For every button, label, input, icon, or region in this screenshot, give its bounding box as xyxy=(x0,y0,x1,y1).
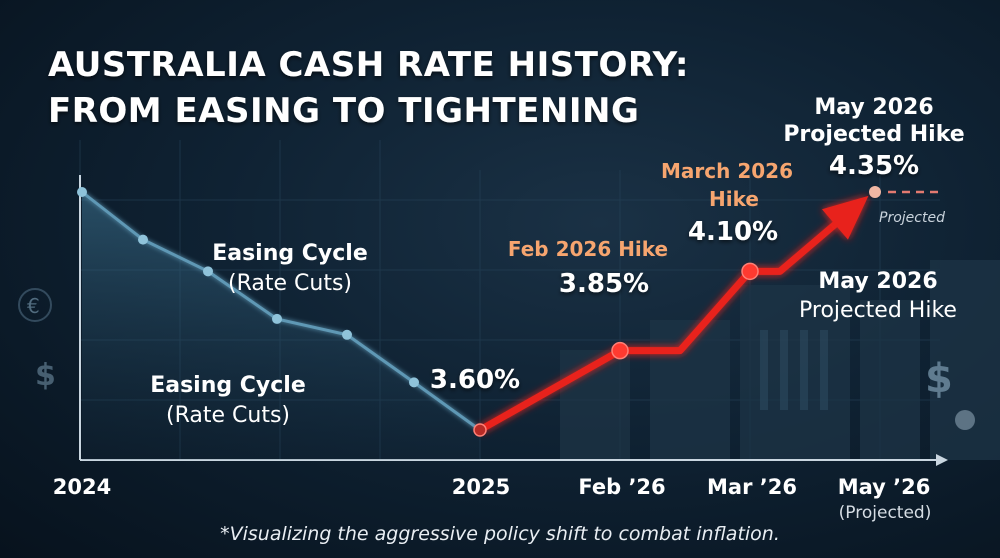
easing-cycle-sub-1: (Rate Cuts) xyxy=(228,271,352,296)
easing-point-0 xyxy=(77,187,87,197)
footnote: *Visualizing the aggressive policy shift… xyxy=(220,523,780,545)
projected-tag: Projected xyxy=(879,210,945,226)
tightening-point-1 xyxy=(611,341,629,360)
feb-hike-label: Feb 2026 Hike xyxy=(508,237,668,261)
tightening-point-2 xyxy=(741,262,759,281)
may-side-label-1: May 2026 xyxy=(818,269,937,294)
title-line-1: AUSTRALIA CASH RATE HISTORY: xyxy=(48,45,689,85)
coin-icon xyxy=(955,410,975,430)
dollar-icon-left: $ xyxy=(35,358,56,393)
mar-hike-value: 4.10% xyxy=(688,217,778,247)
may-side-label-2: Projected Hike xyxy=(799,298,957,323)
mar-hike-label-2: Hike xyxy=(709,187,759,211)
may-top-label-2: Projected Hike xyxy=(783,122,964,147)
building-columns-decoration xyxy=(760,330,828,410)
x-tick-2024: 2024 xyxy=(53,475,111,499)
x-tick-mar-26: Mar ’26 xyxy=(707,475,797,499)
projected-point xyxy=(869,186,881,198)
city-skyline-decoration xyxy=(560,260,1000,460)
x-tick-may-26: May ’26 xyxy=(838,475,931,499)
easing-point-1 xyxy=(138,234,148,245)
may-top-value: 4.35% xyxy=(829,151,919,181)
easing-point-4 xyxy=(342,329,352,340)
svg-text:$: $ xyxy=(35,358,56,393)
dollar-icon-right: $ xyxy=(925,356,953,402)
x-tick-2025: 2025 xyxy=(452,475,510,499)
easing-point-2 xyxy=(203,266,213,277)
easing-cycle-label-2: Easing Cycle xyxy=(150,373,306,398)
may-top-label-1: May 2026 xyxy=(814,95,933,120)
tightening-series-line xyxy=(478,219,841,434)
euro-icon: € xyxy=(18,288,52,322)
start-value-label: 3.60% xyxy=(430,365,520,395)
title-line-2: FROM EASING TO TIGHTENING xyxy=(48,91,639,131)
easing-point-5 xyxy=(409,377,419,388)
easing-point-3 xyxy=(272,313,282,324)
easing-cycle-sub-2: (Rate Cuts) xyxy=(166,403,290,428)
x-tick-may-26-sub: (Projected) xyxy=(839,503,932,523)
tightening-arrow-head xyxy=(821,195,869,240)
feb-hike-value: 3.85% xyxy=(559,269,649,299)
mar-hike-label-1: March 2026 xyxy=(661,159,793,183)
svg-text:€: € xyxy=(27,294,40,318)
easing-cycle-label-1: Easing Cycle xyxy=(212,241,368,266)
series-points xyxy=(77,186,881,437)
x-tick-feb-26: Feb ’26 xyxy=(578,475,665,499)
svg-text:$: $ xyxy=(925,356,953,402)
tightening-point-0 xyxy=(473,423,487,437)
